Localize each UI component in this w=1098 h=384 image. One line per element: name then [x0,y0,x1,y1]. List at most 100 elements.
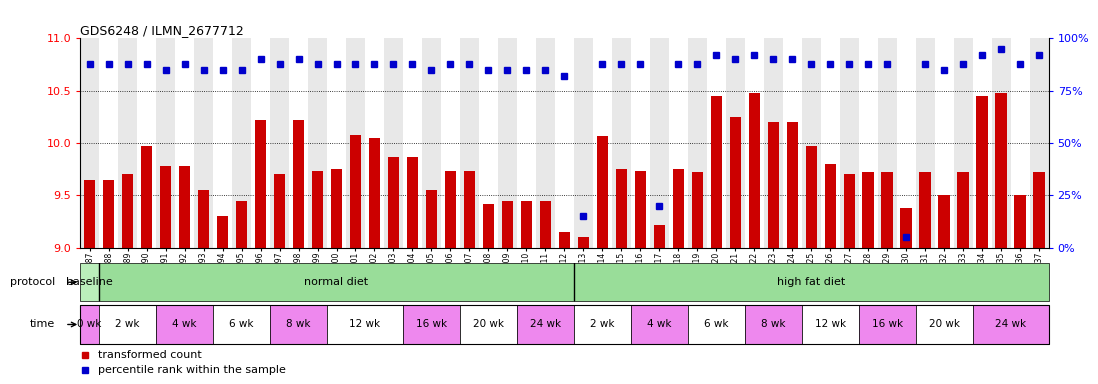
Bar [1033,172,1045,248]
Bar [346,38,365,248]
Bar [99,38,119,248]
Bar [976,96,988,248]
Bar [179,166,190,248]
Bar [631,305,687,344]
Bar [217,216,228,248]
Text: 6 wk: 6 wk [229,319,254,329]
Bar [441,38,460,248]
Bar [156,305,213,344]
Bar [365,38,384,248]
Text: protocol: protocol [10,277,55,287]
Bar [388,157,400,248]
Bar [198,190,210,248]
Bar [916,305,973,344]
Bar [517,38,536,248]
Bar [270,38,289,248]
Bar [122,174,133,248]
Bar [687,305,744,344]
Text: transformed count: transformed count [98,350,201,360]
Bar [540,200,551,248]
Bar [384,38,403,248]
Bar [156,38,175,248]
Text: 12 wk: 12 wk [815,319,845,329]
Bar [83,180,96,248]
Text: 6 wk: 6 wk [704,319,729,329]
Bar [255,120,266,248]
Bar [710,96,722,248]
Bar [616,169,627,248]
Bar [991,38,1010,248]
Text: GDS6248 / ILMN_2677712: GDS6248 / ILMN_2677712 [80,24,244,37]
Bar [520,200,533,248]
Bar [973,305,1049,344]
Bar [669,38,687,248]
Bar [213,38,232,248]
Text: baseline: baseline [66,277,113,287]
Bar [916,38,934,248]
Text: 20 wk: 20 wk [929,319,960,329]
Bar [99,263,574,301]
Bar [312,171,323,248]
Text: 24 wk: 24 wk [530,319,561,329]
Bar [403,305,460,344]
Bar [631,38,650,248]
Bar [289,38,309,248]
Bar [460,38,479,248]
Bar [160,166,171,248]
Text: 16 wk: 16 wk [872,319,903,329]
Bar [863,172,874,248]
Text: 4 wk: 4 wk [647,319,672,329]
Bar [897,38,916,248]
Bar [80,263,99,301]
Bar [463,171,475,248]
Text: 0 wk: 0 wk [78,319,102,329]
Text: 24 wk: 24 wk [995,319,1027,329]
Bar [729,117,741,248]
Text: 16 wk: 16 wk [416,319,447,329]
Bar [843,174,855,248]
Bar [369,138,380,248]
Bar [251,38,270,248]
Bar [578,237,589,248]
Bar [806,146,817,248]
Bar [327,305,403,344]
Bar [426,190,437,248]
Bar [596,136,608,248]
Bar [327,38,346,248]
Bar [635,171,646,248]
Bar [877,38,897,248]
Bar [973,38,991,248]
Bar [764,38,783,248]
Bar [574,305,631,344]
Bar [802,38,820,248]
Bar [483,204,494,248]
Bar [445,171,456,248]
Text: normal diet: normal diet [304,277,369,287]
Bar [559,232,570,248]
Text: percentile rank within the sample: percentile rank within the sample [98,366,285,376]
Bar [726,38,744,248]
Bar [270,305,327,344]
Bar [954,38,973,248]
Text: time: time [30,319,55,329]
Bar [273,174,285,248]
Bar [692,172,703,248]
Bar [403,38,422,248]
Bar [517,305,574,344]
Bar [293,120,304,248]
Bar [236,200,247,248]
Bar [103,180,114,248]
Bar [612,38,631,248]
Bar [80,38,99,248]
Bar [497,38,517,248]
Bar [882,172,893,248]
Text: 2 wk: 2 wk [115,319,139,329]
Bar [957,172,968,248]
Bar [749,93,760,248]
Bar [1030,38,1049,248]
Text: 20 wk: 20 wk [473,319,504,329]
Bar [99,305,156,344]
Bar [80,305,99,344]
Bar [1010,38,1030,248]
Bar [786,122,798,248]
